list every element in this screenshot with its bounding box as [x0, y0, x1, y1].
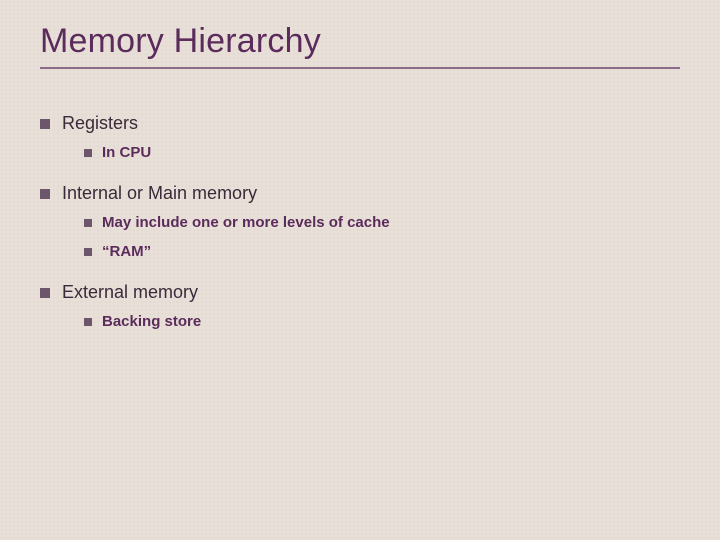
sublist: Backing store [84, 313, 680, 330]
content-list: Registers In CPU Internal or Main memory… [40, 113, 680, 330]
list-item: Internal or Main memory [40, 183, 680, 204]
sublist: In CPU [84, 144, 680, 161]
lvl1-label: External memory [62, 282, 198, 303]
lvl2-label: “RAM” [102, 243, 151, 260]
square-bullet-icon [40, 189, 50, 199]
list-item: May include one or more levels of cache [84, 214, 680, 231]
square-bullet-icon [40, 288, 50, 298]
list-item: In CPU [84, 144, 680, 161]
slide-title: Memory Hierarchy [40, 22, 680, 61]
title-underline [40, 67, 680, 69]
list-item: “RAM” [84, 243, 680, 260]
square-bullet-icon [84, 219, 92, 227]
square-bullet-icon [40, 119, 50, 129]
lvl2-label: May include one or more levels of cache [102, 214, 390, 231]
slide: Memory Hierarchy Registers In CPU Intern… [0, 0, 720, 540]
square-bullet-icon [84, 149, 92, 157]
lvl1-label: Internal or Main memory [62, 183, 257, 204]
list-item: Registers [40, 113, 680, 134]
square-bullet-icon [84, 248, 92, 256]
lvl2-label: In CPU [102, 144, 151, 161]
list-item: External memory [40, 282, 680, 303]
sublist: May include one or more levels of cache … [84, 214, 680, 260]
lvl2-label: Backing store [102, 313, 201, 330]
list-item: Backing store [84, 313, 680, 330]
square-bullet-icon [84, 318, 92, 326]
lvl1-label: Registers [62, 113, 138, 134]
